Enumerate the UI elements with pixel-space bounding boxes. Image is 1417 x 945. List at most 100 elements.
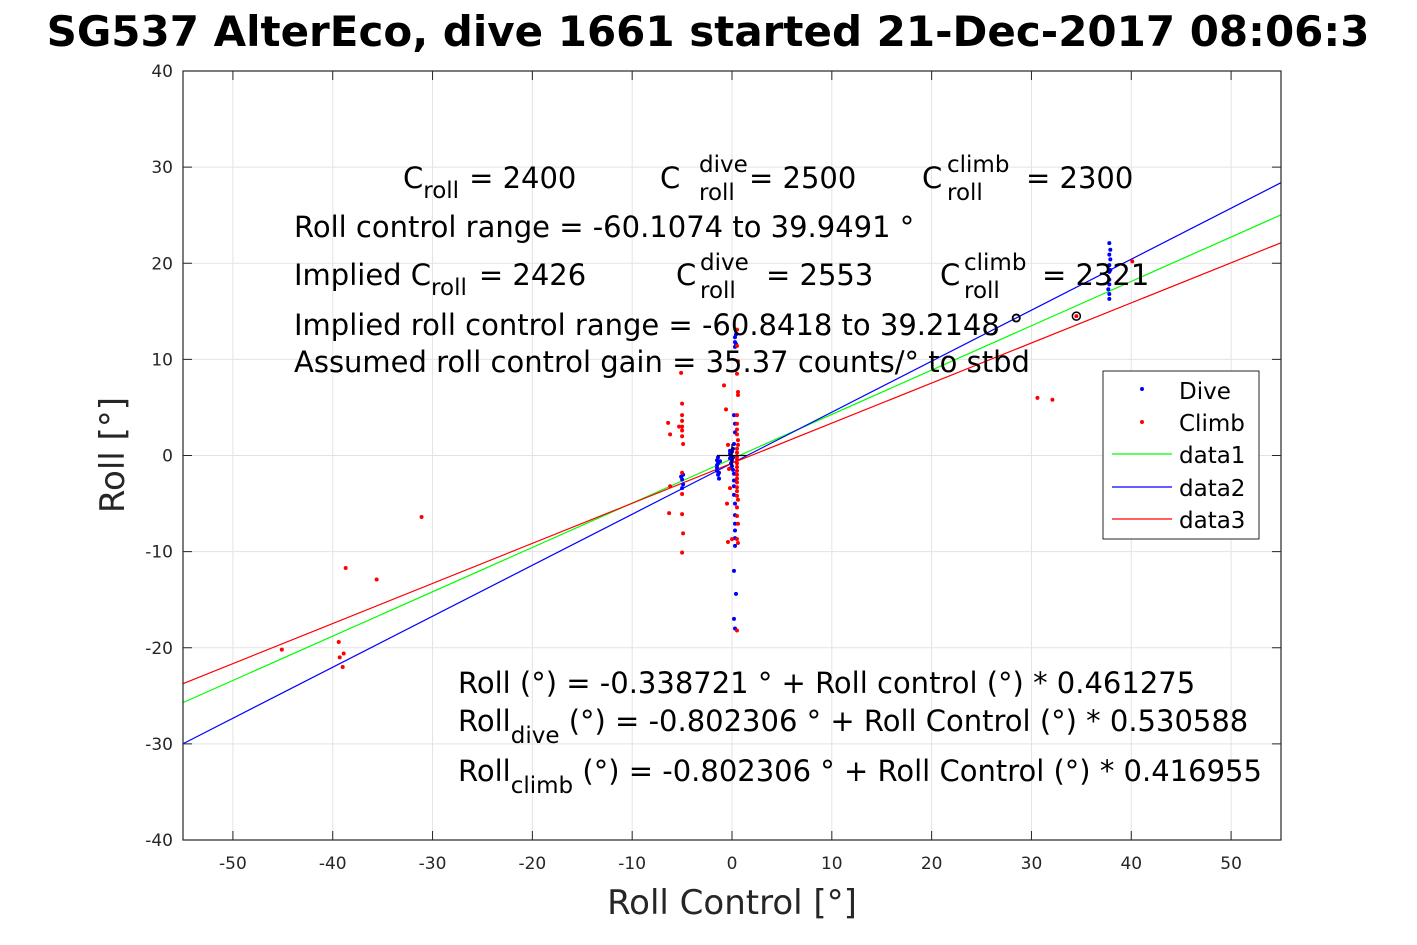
climb-point [668,484,673,489]
x-tick-label: -30 [419,854,447,874]
c-roll-climb-base: C [922,161,942,195]
y-tick-label: 0 [162,447,173,467]
c-roll-dive-sup: dive [699,152,748,178]
annotation-implied-c-roll-dive: C dive roll = 2553 [676,250,873,304]
plot-area: -50 -40 -30 -20 -10 0 10 20 30 40 50 -40 -30 -20 -10 0 1… [145,62,1282,874]
climb-point [726,442,731,447]
climb-point [337,655,342,660]
implied-c-roll-climb-sub: roll [964,278,1000,304]
climb-point [734,461,739,466]
legend-label-dive: Dive [1179,379,1231,405]
climb-point [734,480,739,485]
climb-point [734,472,739,477]
equation-climb: Rollclimb (°) = -0.802306 ° + Roll Contr… [458,754,1262,799]
x-axis-label: Roll Control [°] [607,883,857,923]
y-tick-label: 30 [151,158,173,178]
dive-point [732,501,737,506]
dive-point [732,543,737,548]
y-tick-label: -10 [145,543,173,563]
climb-point [728,486,733,491]
climb-point [734,371,739,376]
c-roll-base: C [403,161,423,195]
climb-point [680,550,685,555]
climb-point [341,651,346,656]
annotation-c-roll: Croll = 2400 [403,161,576,204]
climb-point [734,485,739,490]
dive-point [1107,241,1112,246]
x-tick-label: 20 [921,854,943,874]
dive-point [732,521,737,526]
implied-c-roll-dive-sup: dive [700,250,749,276]
dive-point [1107,292,1112,297]
axis-ticks: -50 -40 -30 -20 -10 0 10 20 30 40 50 -40 -30 -20 -10 0 1… [145,62,1281,874]
dive-point [1107,282,1112,287]
climb-point [734,427,739,432]
legend-label-data1: data1 [1179,443,1245,469]
climb-point [680,424,685,429]
dive-point [1107,277,1112,282]
c-roll-value: = 2400 [469,161,576,195]
dive-point [1107,263,1112,268]
x-tick-label: -20 [518,854,546,874]
climb-point [374,577,379,582]
climb-point [680,434,685,439]
climb-point [734,465,739,470]
y-tick-label: -30 [145,735,173,755]
climb-point [677,424,682,429]
legend-box [1102,370,1260,540]
dive-point [731,478,736,483]
climb-point [680,491,685,496]
x-tick-label: 50 [1220,854,1242,874]
implied-range-text: Implied roll control range = -60.8418 to… [294,308,1024,342]
climb-point [680,470,685,475]
dive-point [1108,257,1113,262]
climb-point [734,421,739,426]
eq-dive-rest: (°) = -0.802306 ° + Roll Control (°) * 0… [559,704,1248,738]
climb-point [730,537,734,542]
climb-point [680,428,685,433]
annotation-implied-c-roll: Implied Croll = 2426 [294,258,586,301]
c-roll-climb-sub: roll [947,180,983,206]
climb-point [734,476,739,481]
eq-dive-sub: dive [511,723,560,749]
c-roll-dive-sub: roll [699,180,735,206]
climb-point [680,512,685,517]
legend-marker-dive [1140,387,1144,391]
roll-control-range-text: Roll control range = -60.1074 to 39.9491… [294,210,914,244]
climb-point [734,493,739,498]
dive-point [731,413,736,418]
x-tick-label: 40 [1120,854,1142,874]
climb-point [1050,397,1055,402]
climb-point [343,565,348,570]
dive-point [679,474,684,479]
climb-point [668,432,673,437]
climb-point [279,647,284,652]
implied-c-roll-climb-value: = 2321 [1042,258,1149,292]
climb-point [336,639,341,644]
x-tick-label: 0 [727,854,738,874]
climb-point [680,418,685,423]
implied-c-roll-sub: roll [431,275,467,301]
data-points [279,241,1135,669]
x-tick-label: 10 [821,854,843,874]
equation-all: Roll (°) = -0.338721 ° + Roll control (°… [458,666,1195,700]
implied-c-roll-climb-sup: climb [964,250,1026,276]
climb-point [680,413,685,418]
legend-marker-climb [1140,420,1144,424]
dive-point [680,486,685,491]
legend-label-climb: Climb [1179,411,1245,437]
dive-point [1107,296,1112,301]
climb-point [724,407,729,412]
climb-point [681,531,686,536]
climb-point [735,540,740,545]
climb-point [679,370,684,375]
svg-text:Rollclimb (°) = -0.802306 ° +: Rollclimb (°) = -0.802306 ° + Roll Contr… [458,754,1262,799]
c-roll-sub: roll [423,178,459,204]
dive-point [716,455,721,460]
climb-point [667,511,672,516]
dive-point [715,465,720,470]
climb-point [680,401,685,406]
climb-point [726,540,731,545]
climb-point [734,468,739,473]
c-roll-climb-value: = 2300 [1026,161,1133,195]
